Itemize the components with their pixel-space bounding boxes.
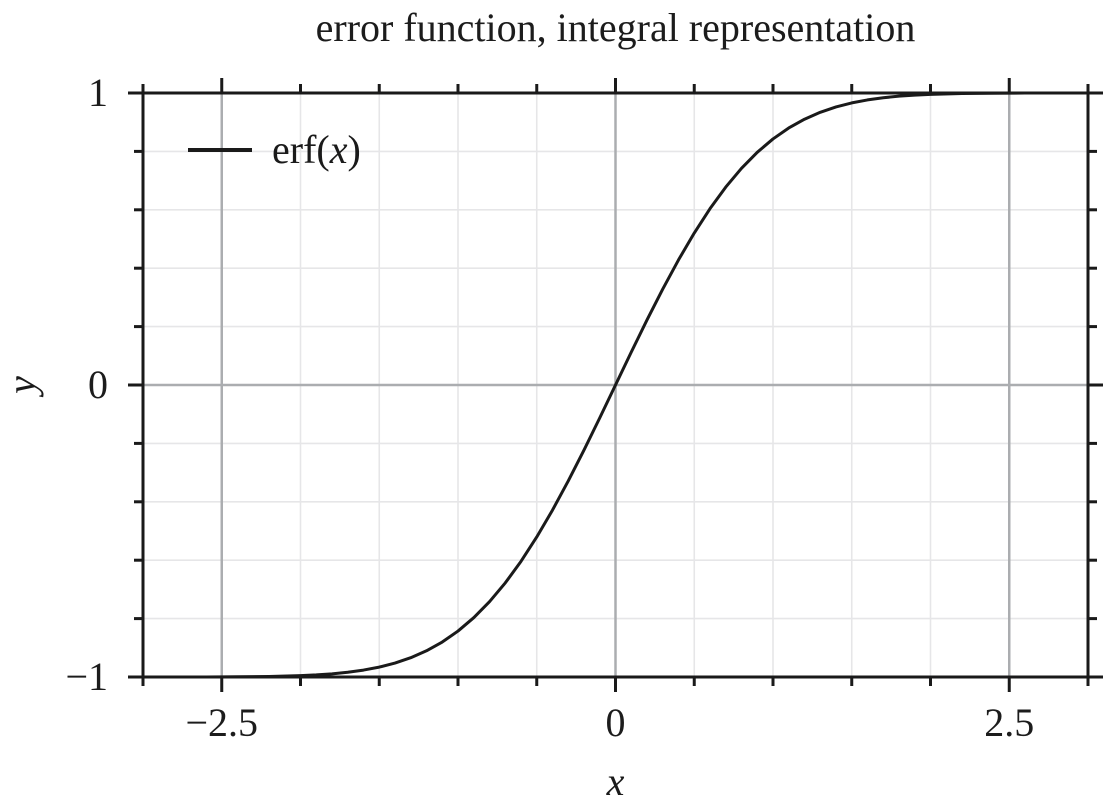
legend-label: erf(x): [272, 128, 361, 172]
legend-label-suffix: ): [347, 127, 361, 172]
y-tick-label: 1: [88, 70, 108, 115]
legend-line-sample: [188, 148, 252, 152]
x-tick-label: 0: [605, 700, 626, 745]
y-tick-label: −1: [65, 654, 108, 699]
legend: erf(x): [188, 128, 361, 172]
legend-label-var: x: [329, 127, 348, 172]
x-tick-label: −2.5: [185, 700, 259, 745]
x-tick-label: 2.5: [984, 700, 1035, 745]
chart-title: error function, integral representation: [315, 5, 916, 50]
legend-label-prefix: erf(: [272, 127, 330, 172]
curve-erfx: [141, 91, 1090, 679]
x-axis-label: x: [606, 759, 625, 804]
y-tick-label: 0: [88, 362, 108, 407]
